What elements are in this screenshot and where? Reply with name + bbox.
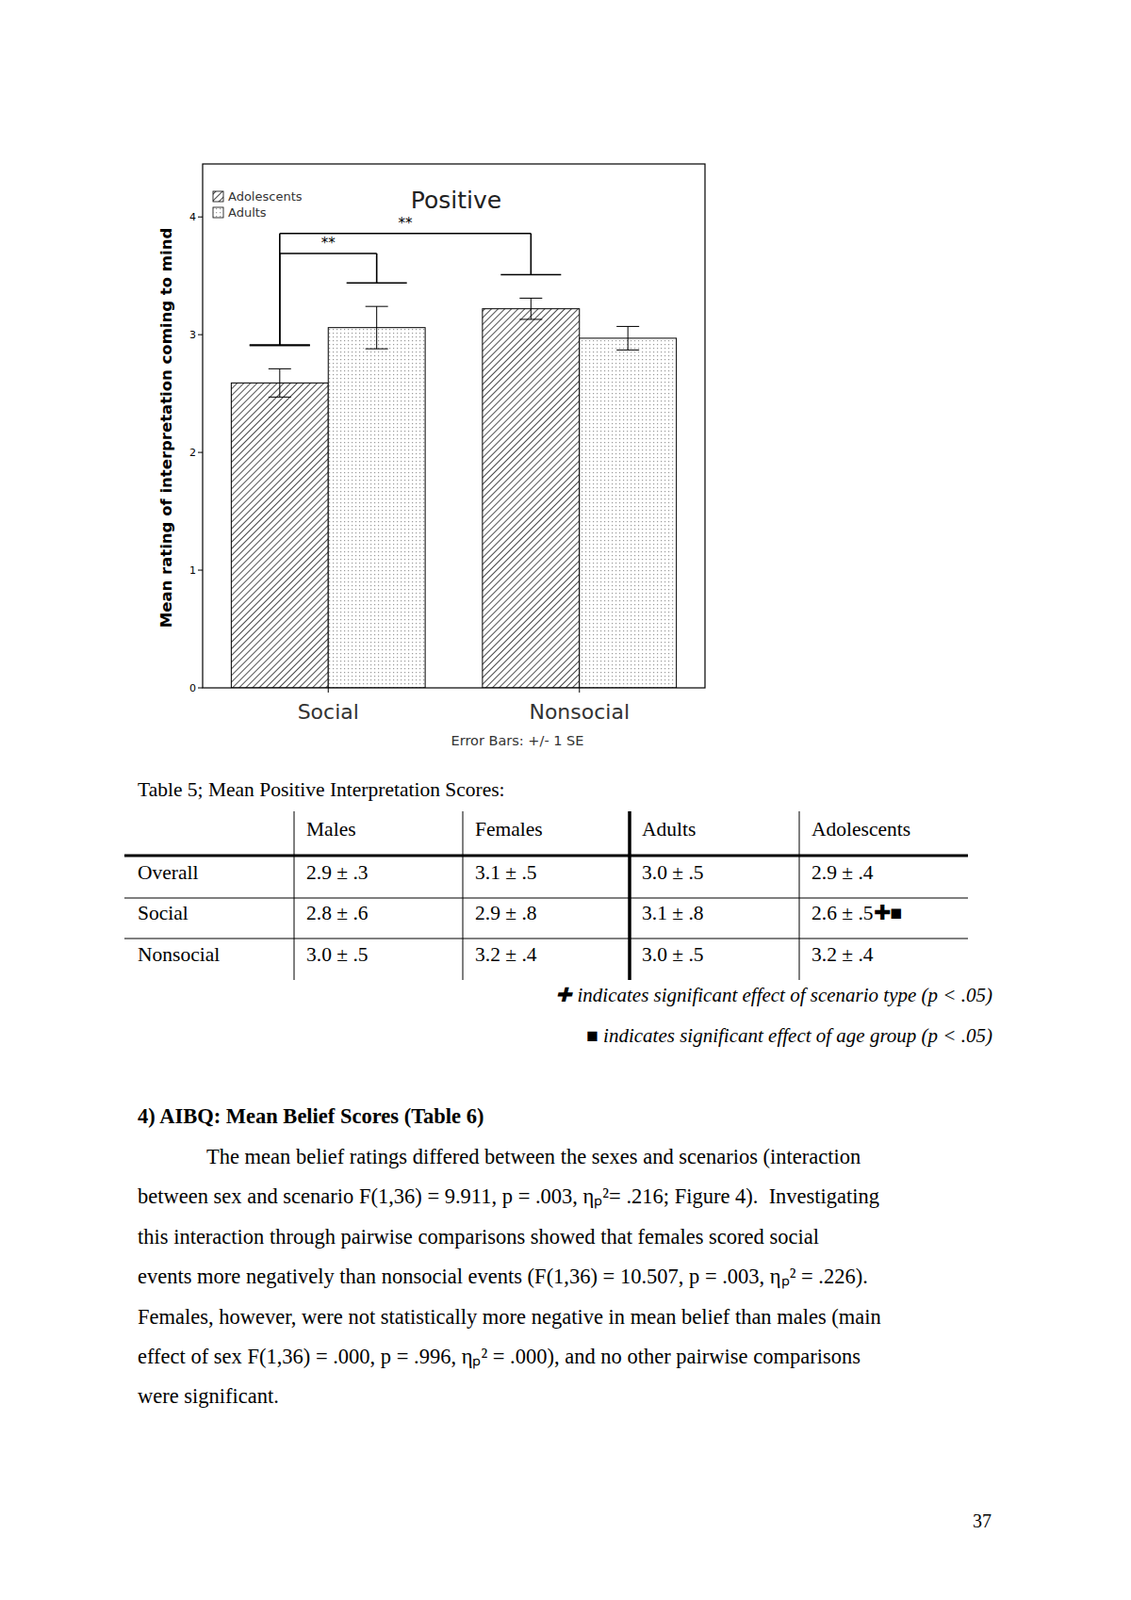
category-label: Social <box>297 700 360 724</box>
bracket-top <box>279 232 532 235</box>
table-note: ■ indicates significant effect of age gr… <box>586 1024 993 1048</box>
bracket-top <box>279 252 377 255</box>
table-cell: 3.2 ± .4 <box>475 943 538 967</box>
body-line: Females, however, were not statistically… <box>137 1305 882 1329</box>
error-stem <box>530 297 532 319</box>
table-rule <box>124 898 968 900</box>
legend-label: Adults <box>228 205 267 220</box>
error-cap <box>616 326 640 328</box>
body-line: between sex and scenario F(1,36) = 9.911… <box>137 1184 880 1210</box>
table-cell: 3.0 ± .5 <box>641 943 705 967</box>
table-header: Females <box>475 818 543 841</box>
error-cap <box>616 349 640 351</box>
table-cell: 3.0 ± .5 <box>641 861 705 885</box>
table-cell: 2.9 ± .3 <box>306 861 369 885</box>
plot-area <box>230 233 676 689</box>
table-title: Table 5; Mean Positive Interpretation Sc… <box>137 778 506 802</box>
error-bar <box>365 306 389 349</box>
page: ** ** 0 1 2 3 4 Social Nonsocial Positive Mean rat… <box>0 0 1131 1600</box>
bar <box>579 338 677 689</box>
table-cell: 2.9 ± .8 <box>475 901 538 925</box>
table-cell: 3.2 ± .4 <box>811 943 874 967</box>
body-line: were significant. <box>137 1384 279 1409</box>
error-cap <box>519 318 542 320</box>
bracket-leg <box>376 253 378 283</box>
y-axis-label: Mean rating of interpretation coming to … <box>157 228 176 628</box>
error-cap <box>519 297 542 299</box>
y-tick-label: 4 <box>189 211 197 224</box>
error-stem <box>376 306 377 349</box>
y-tick <box>197 452 203 454</box>
y-tick <box>197 570 203 572</box>
error-stem <box>278 368 280 397</box>
error-bar <box>616 326 640 350</box>
plot-frame <box>202 163 705 689</box>
error-cap <box>268 368 292 370</box>
x-tick <box>578 688 580 693</box>
page-number: 37 <box>972 1510 992 1532</box>
category-label: Nonsocial <box>528 700 630 724</box>
table-header: Adults <box>641 818 696 841</box>
legend-label: Adolescents <box>228 189 303 204</box>
table-col-rule <box>799 811 801 981</box>
table-col-rule <box>294 811 296 981</box>
y-tick-label: 3 <box>189 328 197 342</box>
row-label: Social <box>137 901 189 925</box>
error-cap <box>365 348 389 350</box>
table-col-rule <box>462 811 464 981</box>
error-bar <box>268 368 292 397</box>
legend-swatch <box>213 207 224 218</box>
significance-bracket <box>249 253 408 345</box>
y-tick-label: 2 <box>189 446 197 459</box>
section-heading: 4) AIBQ: Mean Belief Scores (Table 6) <box>137 1104 484 1129</box>
error-stem <box>627 326 629 350</box>
error-cap <box>365 306 389 308</box>
body-line: this interaction through pairwise compar… <box>137 1225 820 1249</box>
table-cell: 3.1 ± .8 <box>641 901 705 925</box>
table-rule <box>124 854 968 858</box>
bracket-leg <box>278 233 281 346</box>
significance-label: ** <box>398 214 414 232</box>
table-cell: 2.9 ± .4 <box>811 861 874 885</box>
error-bar <box>519 297 542 319</box>
legend-swatch <box>213 191 224 202</box>
error-cap <box>268 396 292 398</box>
table-cell: 3.0 ± .5 <box>306 943 369 967</box>
bar <box>482 309 580 689</box>
body-line: The mean belief ratings differed between… <box>206 1145 861 1169</box>
row-label: Nonsocial <box>137 943 220 967</box>
significance-bracket <box>249 233 562 346</box>
bar <box>230 382 328 689</box>
table-header: Males <box>306 818 357 841</box>
y-tick-label: 0 <box>189 682 197 695</box>
x-tick <box>327 688 329 693</box>
significance-label: ** <box>321 234 337 252</box>
table-cell: 2.8 ± .6 <box>306 901 369 925</box>
y-tick <box>197 216 203 218</box>
table-cell: 3.1 ± .5 <box>475 861 538 885</box>
table-rule <box>124 938 968 940</box>
y-tick-label: 1 <box>189 564 197 577</box>
chart-note: Error Bars: +/- 1 SE <box>451 733 585 749</box>
table-note: ✚ indicates significant effect of scenar… <box>555 983 993 1007</box>
chart-title: Positive <box>410 186 502 214</box>
y-tick <box>197 688 203 689</box>
bracket-leg <box>530 233 533 276</box>
table-col-rule <box>627 811 632 981</box>
bar <box>327 327 426 689</box>
body-line: events more negatively than nonsocial ev… <box>137 1264 869 1290</box>
row-label: Overall <box>137 861 198 885</box>
table-cell: 2.6 ± .5✚■ <box>811 901 903 925</box>
y-tick <box>197 334 203 336</box>
body-line: effect of sex F(1,36) = .000, p = .996, … <box>137 1344 861 1370</box>
table-header: Adolescents <box>811 818 911 841</box>
